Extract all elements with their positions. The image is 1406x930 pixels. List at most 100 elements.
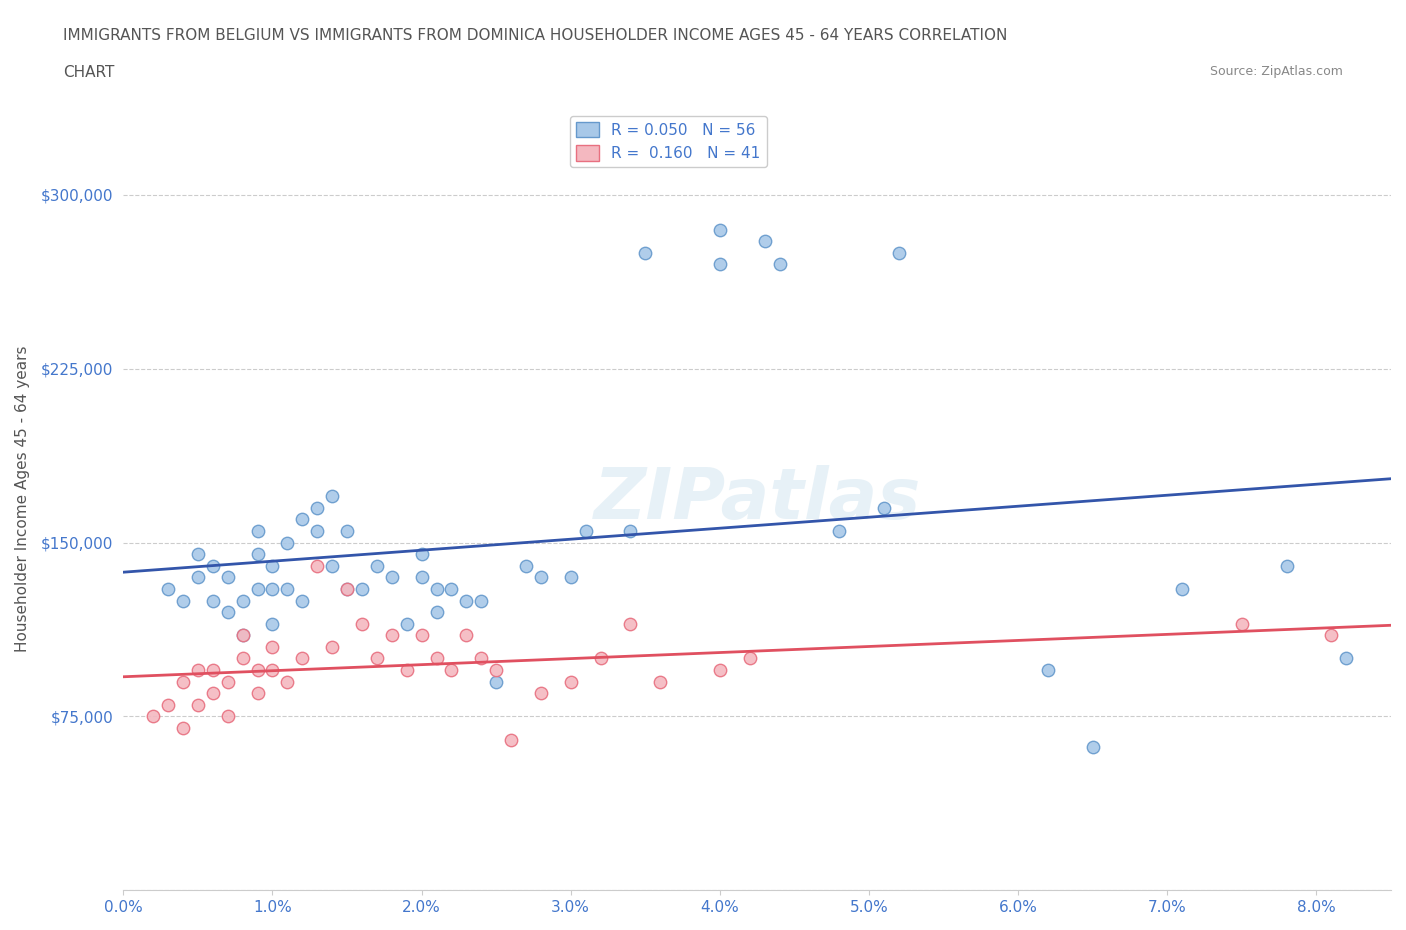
Point bbox=[515, 558, 537, 573]
Point bbox=[187, 698, 209, 712]
Point bbox=[217, 604, 239, 619]
Point bbox=[217, 709, 239, 724]
Point bbox=[172, 593, 194, 608]
Text: IMMIGRANTS FROM BELGIUM VS IMMIGRANTS FROM DOMINICA HOUSEHOLDER INCOME AGES 45 -: IMMIGRANTS FROM BELGIUM VS IMMIGRANTS FR… bbox=[63, 28, 1008, 43]
Point bbox=[709, 257, 731, 272]
Point bbox=[560, 570, 582, 585]
Point bbox=[754, 233, 776, 248]
Point bbox=[307, 524, 329, 538]
Point bbox=[1171, 581, 1194, 596]
Point bbox=[336, 581, 359, 596]
Point bbox=[262, 617, 284, 631]
Point bbox=[321, 640, 343, 655]
Point bbox=[411, 570, 433, 585]
Point bbox=[709, 663, 731, 678]
Point bbox=[828, 524, 851, 538]
Point bbox=[485, 663, 508, 678]
Point bbox=[619, 617, 641, 631]
Point bbox=[291, 651, 314, 666]
Point bbox=[262, 640, 284, 655]
Point bbox=[738, 651, 761, 666]
Point bbox=[201, 558, 224, 573]
Point bbox=[709, 222, 731, 237]
Point bbox=[157, 698, 180, 712]
Point bbox=[321, 558, 343, 573]
Point bbox=[575, 524, 598, 538]
Point bbox=[470, 651, 492, 666]
Point bbox=[619, 524, 641, 538]
Point bbox=[530, 570, 553, 585]
Legend: R = 0.050   N = 56, R =  0.160   N = 41: R = 0.050 N = 56, R = 0.160 N = 41 bbox=[569, 115, 766, 167]
Point bbox=[201, 593, 224, 608]
Point bbox=[350, 617, 373, 631]
Point bbox=[336, 524, 359, 538]
Point bbox=[395, 617, 418, 631]
Point bbox=[366, 651, 388, 666]
Point bbox=[291, 593, 314, 608]
Point bbox=[411, 628, 433, 643]
Point bbox=[411, 547, 433, 562]
Point bbox=[873, 500, 896, 515]
Point bbox=[1275, 558, 1298, 573]
Point bbox=[350, 581, 373, 596]
Point bbox=[1036, 663, 1059, 678]
Point bbox=[456, 628, 478, 643]
Point bbox=[768, 257, 790, 272]
Point bbox=[262, 558, 284, 573]
Point bbox=[201, 663, 224, 678]
Point bbox=[172, 674, 194, 689]
Point bbox=[307, 500, 329, 515]
Point bbox=[217, 570, 239, 585]
Text: CHART: CHART bbox=[63, 65, 115, 80]
Point bbox=[485, 674, 508, 689]
Point bbox=[425, 604, 447, 619]
Point bbox=[232, 628, 254, 643]
Point bbox=[560, 674, 582, 689]
Point bbox=[187, 547, 209, 562]
Text: Source: ZipAtlas.com: Source: ZipAtlas.com bbox=[1209, 65, 1343, 78]
Point bbox=[172, 721, 194, 736]
Point bbox=[381, 570, 404, 585]
Point bbox=[232, 593, 254, 608]
Point bbox=[246, 581, 269, 596]
Text: ZIPatlas: ZIPatlas bbox=[593, 465, 921, 534]
Point bbox=[276, 674, 298, 689]
Point bbox=[262, 581, 284, 596]
Point bbox=[470, 593, 492, 608]
Point bbox=[381, 628, 404, 643]
Point bbox=[157, 581, 180, 596]
Point bbox=[425, 651, 447, 666]
Point bbox=[276, 581, 298, 596]
Point bbox=[425, 581, 447, 596]
Point bbox=[1081, 739, 1104, 754]
Point bbox=[440, 663, 463, 678]
Point bbox=[246, 685, 269, 700]
Point bbox=[336, 581, 359, 596]
Y-axis label: Householder Income Ages 45 - 64 years: Householder Income Ages 45 - 64 years bbox=[15, 346, 30, 652]
Point bbox=[187, 663, 209, 678]
Point bbox=[887, 246, 910, 260]
Point bbox=[276, 535, 298, 550]
Point bbox=[1230, 617, 1253, 631]
Point bbox=[456, 593, 478, 608]
Point bbox=[262, 663, 284, 678]
Point bbox=[366, 558, 388, 573]
Point bbox=[589, 651, 612, 666]
Point bbox=[501, 732, 523, 747]
Point bbox=[232, 651, 254, 666]
Point bbox=[1320, 628, 1343, 643]
Point bbox=[291, 512, 314, 527]
Point bbox=[246, 524, 269, 538]
Point bbox=[395, 663, 418, 678]
Point bbox=[321, 489, 343, 504]
Point bbox=[232, 628, 254, 643]
Point bbox=[246, 663, 269, 678]
Point bbox=[650, 674, 672, 689]
Point bbox=[142, 709, 165, 724]
Point bbox=[1336, 651, 1358, 666]
Point bbox=[530, 685, 553, 700]
Point bbox=[246, 547, 269, 562]
Point bbox=[440, 581, 463, 596]
Point bbox=[217, 674, 239, 689]
Point bbox=[634, 246, 657, 260]
